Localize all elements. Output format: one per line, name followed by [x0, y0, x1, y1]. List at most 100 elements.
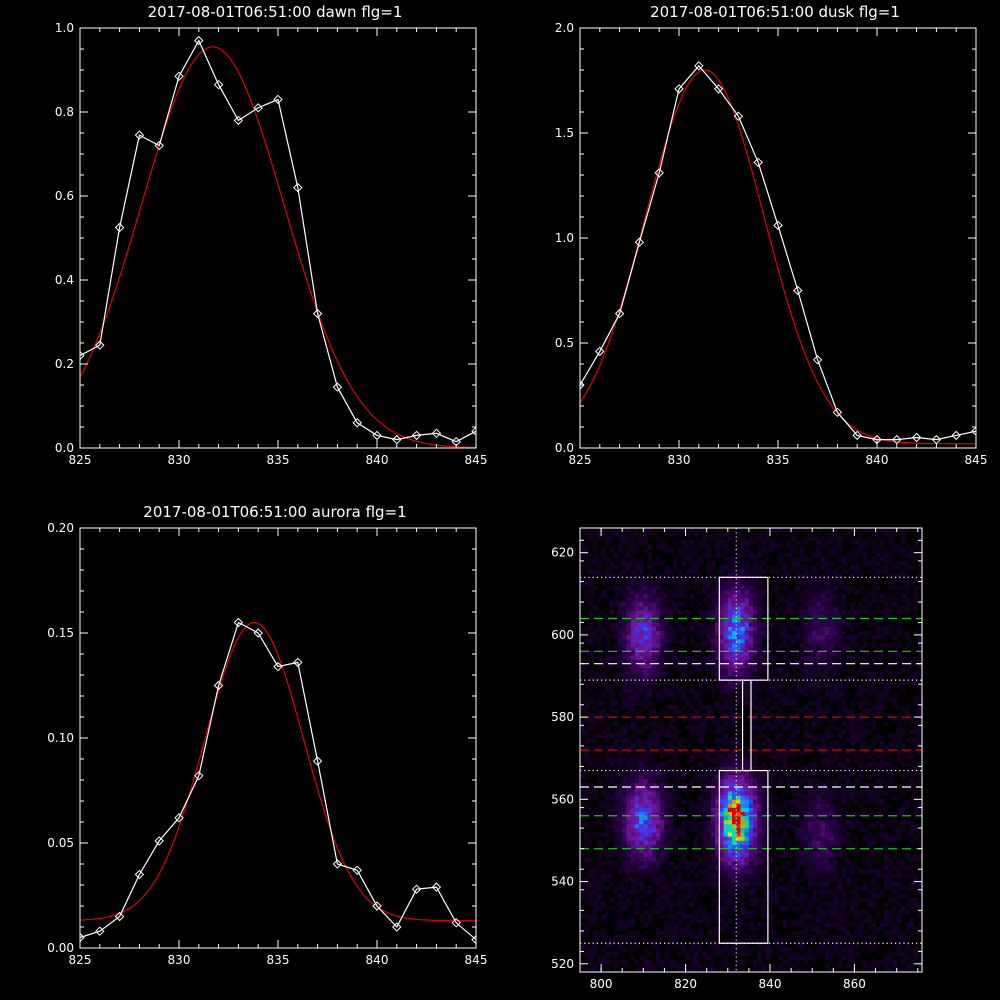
- dusk-data-point: [892, 434, 902, 445]
- aurora-data-point: [194, 771, 204, 781]
- dusk-data-point: [951, 430, 961, 441]
- aurora-ytick-label: 0.15: [47, 626, 74, 640]
- dawn-ytick-label: 0.0: [55, 441, 74, 455]
- dusk-data-point: [812, 355, 823, 365]
- dawn-data-point: [431, 428, 442, 439]
- dawn-data-point: [332, 382, 343, 392]
- dusk-data-point: [674, 84, 684, 94]
- aurora-data-point: [431, 882, 442, 892]
- dusk-xtick-label: 840: [866, 453, 889, 467]
- dusk-xtick-label: 830: [668, 453, 691, 467]
- aurora-data-point: [273, 661, 283, 672]
- aurora-data-point: [392, 922, 402, 932]
- dawn-title: 2017-08-01T06:51:00 dawn flg=1: [148, 3, 403, 21]
- spectrogram-panel: 800 820 840 860 520 540 560 580 600 620: [551, 527, 923, 991]
- spectrogram-xtick-label: 840: [759, 977, 782, 991]
- dusk-data-point: [595, 346, 605, 357]
- spectrogram-ytick-label: 540: [551, 875, 574, 889]
- dawn-data-point: [372, 430, 382, 441]
- aurora-panel: 2017-08-01T06:51:00 aurora flg=1 825 830 8…: [47, 503, 487, 967]
- aurora-fit-curve: [80, 621, 476, 922]
- spectrogram-xtick-label: 820: [674, 977, 697, 991]
- dusk-data-point: [872, 434, 882, 445]
- aurora-data-point: [95, 926, 105, 936]
- dawn-data-point: [233, 115, 244, 126]
- dawn-observed-line: [80, 39, 476, 443]
- dusk-data-point: [614, 308, 625, 319]
- dawn-xtick-label: 845: [465, 453, 488, 467]
- aurora-ytick-label: 0.00: [47, 941, 74, 955]
- dawn-xtick-label: 840: [366, 453, 389, 467]
- aurora-data-point: [471, 934, 476, 945]
- dawn-ytick-label: 1.0: [55, 21, 74, 35]
- aurora-xtick-label: 835: [267, 953, 290, 967]
- spectrogram-ytick-label: 600: [551, 628, 574, 642]
- dusk-observed-line: [580, 64, 976, 441]
- aurora-ytick-label: 0.05: [47, 836, 74, 850]
- dawn-data-point: [134, 130, 145, 140]
- dawn-xtick-label: 835: [267, 453, 290, 467]
- dusk-data-point: [773, 220, 783, 231]
- dawn-data-point: [352, 418, 362, 428]
- dusk-ytick-label: 1.5: [555, 126, 574, 140]
- dusk-data-point: [971, 426, 976, 436]
- dawn-xtick-label: 825: [69, 453, 92, 467]
- aurora-data-point: [451, 918, 461, 928]
- dawn-data-point: [411, 430, 422, 441]
- dusk-title: 2017-08-01T06:51:00 dusk flg=1: [650, 3, 900, 21]
- aurora-data-point: [134, 869, 145, 880]
- dusk-fit-curve: [580, 69, 976, 445]
- dawn-data-point: [114, 222, 125, 233]
- dusk-data-point: [832, 407, 843, 418]
- dusk-ytick-label: 0.0: [555, 441, 574, 455]
- spectrogram-image: [580, 528, 922, 972]
- aurora-data-point: [233, 617, 244, 628]
- dusk-ytick-label: 2.0: [555, 21, 574, 35]
- dusk-data-point: [694, 61, 704, 71]
- aurora-data-point: [312, 756, 323, 766]
- dusk-data-point: [654, 168, 664, 178]
- aurora-data-point: [411, 884, 422, 894]
- spectrogram-frame: [579, 527, 923, 973]
- dawn-data-point: [451, 436, 461, 447]
- aurora-ytick-label: 0.20: [47, 521, 74, 535]
- dawn-ytick-label: 0.2: [55, 357, 74, 371]
- spectrogram-ytick-label: 520: [551, 957, 574, 971]
- dawn-data-point: [253, 103, 263, 113]
- dusk-xtick-label: 845: [965, 453, 988, 467]
- dawn-data-point: [273, 94, 283, 105]
- aurora-data-point: [114, 911, 125, 922]
- dusk-data-point: [753, 157, 763, 168]
- spectrogram-xtick-label: 860: [843, 977, 866, 991]
- dawn-fit-curve: [80, 46, 476, 448]
- dusk-ytick-label: 0.5: [555, 336, 574, 350]
- dawn-data-point: [392, 434, 402, 445]
- dawn-data-point: [213, 79, 224, 90]
- dusk-panel: 2017-08-01T06:51:00 dusk flg=1 825 830 835…: [555, 3, 988, 467]
- dawn-ytick-label: 0.8: [55, 105, 74, 119]
- spectrogram-ytick-label: 560: [551, 792, 574, 806]
- spectrogram-extraction-box: [718, 769, 769, 944]
- dawn-plot-area: [80, 35, 476, 448]
- aurora-observed-line: [80, 621, 476, 941]
- dusk-data-point: [713, 84, 724, 94]
- aurora-ytick-label: 0.10: [47, 731, 74, 745]
- aurora-data-point: [80, 932, 85, 943]
- dawn-xtick-label: 830: [168, 453, 191, 467]
- dawn-data-point: [174, 71, 184, 82]
- spectrogram-ytick-label: 580: [551, 710, 574, 724]
- dusk-data-point: [931, 434, 942, 445]
- dusk-data-point: [852, 430, 862, 441]
- dusk-data-point: [634, 237, 645, 247]
- dawn-data-point: [194, 35, 204, 46]
- aurora-data-point: [352, 865, 362, 876]
- dusk-xtick-label: 835: [767, 453, 790, 467]
- dusk-plot-area: [580, 61, 976, 445]
- spectrogram-ytick-label: 620: [551, 546, 574, 560]
- dawn-data-point: [95, 340, 105, 350]
- dawn-data-point: [154, 140, 164, 151]
- dawn-data-point: [312, 308, 323, 319]
- dusk-data-point: [733, 111, 744, 121]
- aurora-data-point: [253, 628, 263, 638]
- aurora-plot-area: [80, 617, 476, 945]
